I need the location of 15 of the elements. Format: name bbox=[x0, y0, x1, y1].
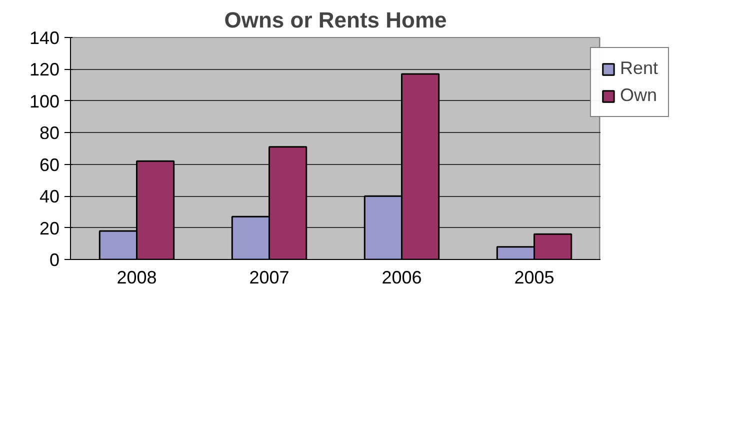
legend-label: Rent bbox=[620, 58, 658, 79]
chart-title: Owns or Rents Home bbox=[224, 8, 447, 32]
legend-label: Own bbox=[620, 85, 658, 106]
y-tick-label: 120 bbox=[29, 60, 60, 80]
y-tick-label: 60 bbox=[39, 154, 60, 175]
x-tick-label: 2007 bbox=[249, 268, 290, 288]
y-tick-label: 140 bbox=[29, 28, 60, 48]
y-tick-label: 20 bbox=[39, 218, 60, 238]
y-tick-label: 100 bbox=[29, 91, 60, 112]
x-tick-label: 2005 bbox=[514, 268, 554, 288]
y-tick-label: 0 bbox=[49, 250, 60, 270]
y-tick-label: 80 bbox=[39, 123, 60, 144]
x-tick-label: 2006 bbox=[382, 268, 422, 288]
x-tick-label: 2008 bbox=[116, 268, 157, 288]
y-tick-label: 40 bbox=[39, 186, 60, 207]
